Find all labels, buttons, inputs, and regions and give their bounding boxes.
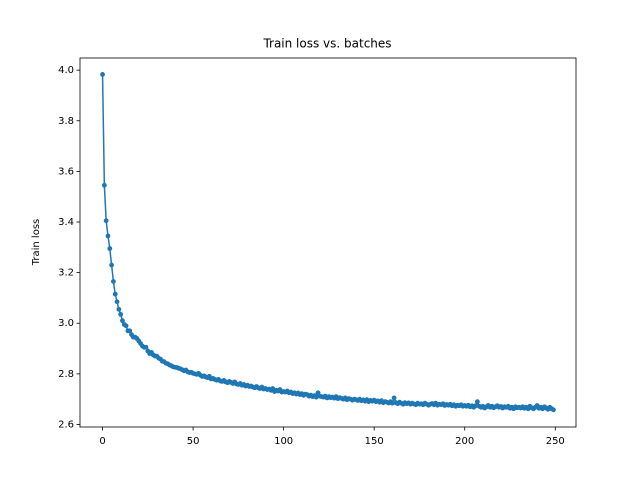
y-tick-label: 2.8	[58, 369, 74, 380]
point	[389, 400, 395, 406]
y-tick-label: 3.0	[58, 318, 74, 329]
point	[127, 328, 133, 334]
point	[123, 323, 129, 329]
y-tick-label: 3.4	[58, 217, 74, 228]
point	[116, 306, 122, 312]
point	[114, 299, 120, 305]
point	[101, 182, 107, 188]
x-tick-label: 50	[187, 436, 200, 447]
point	[474, 399, 480, 405]
x-tick-label: 200	[455, 436, 474, 447]
point	[551, 407, 556, 413]
chart-title: Train loss vs. batches	[262, 37, 391, 51]
point	[473, 403, 478, 409]
x-tick-label: 150	[365, 436, 384, 447]
point	[143, 344, 149, 350]
point	[118, 311, 124, 317]
point	[120, 318, 125, 324]
point	[391, 395, 397, 401]
x-tick-label: 0	[99, 436, 105, 447]
point	[109, 262, 114, 268]
y-tick-label: 3.2	[58, 268, 74, 279]
point	[100, 72, 105, 77]
point	[107, 246, 113, 251]
y-tick-label: 3.8	[58, 116, 74, 127]
plot-frame	[79, 57, 577, 428]
point	[111, 279, 116, 284]
y-tick-label: 3.6	[58, 166, 74, 177]
y-tick-label: 2.6	[58, 419, 74, 430]
x-tick-label: 100	[274, 436, 293, 447]
point	[105, 233, 111, 239]
point	[313, 394, 319, 400]
y-tick-label: 4.0	[58, 65, 74, 76]
y-axis-label: Train loss	[31, 219, 42, 267]
point	[103, 218, 109, 224]
point	[112, 291, 118, 297]
x-tick-label: 250	[546, 436, 565, 447]
